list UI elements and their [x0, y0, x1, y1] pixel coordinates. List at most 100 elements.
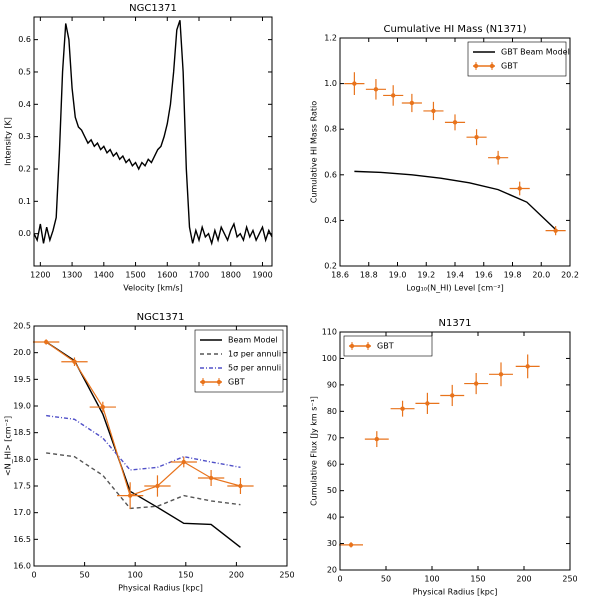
- data-point: [450, 393, 455, 398]
- y-tick-label: 110: [322, 328, 337, 337]
- x-tick-label: 19.6: [475, 271, 493, 280]
- legend-label: Beam Model: [228, 336, 278, 345]
- y-tick-label: 0.4: [324, 216, 337, 225]
- x-tick-label: 18.6: [331, 271, 349, 280]
- data-line: [45, 341, 241, 497]
- y-tick-label: 60: [327, 460, 337, 469]
- legend-label: GBT: [501, 62, 518, 71]
- data-point: [431, 108, 436, 114]
- y-tick-label: 80: [327, 407, 337, 416]
- y-tick-label: 40: [327, 513, 337, 522]
- legend-label: 5σ per annuli: [228, 364, 281, 373]
- x-tick-label: 1700: [189, 271, 209, 280]
- legend-box: [467, 41, 567, 77]
- data-point: [43, 339, 49, 345]
- y-tick-label: 17.5: [13, 482, 31, 491]
- data-point: [517, 186, 522, 191]
- x-tick-label: 0: [337, 575, 342, 584]
- y-tick-label: 0.6: [18, 35, 31, 44]
- y-tick-label: 0.6: [324, 170, 337, 179]
- y-tick-label: 16.0: [13, 562, 31, 571]
- x-tick-label: 200: [516, 575, 531, 584]
- data-point: [400, 406, 405, 411]
- data-point: [425, 401, 430, 406]
- legend-label: GBT Beam Model: [501, 48, 570, 57]
- y-tick-label: 19.5: [13, 375, 31, 384]
- y-axis-label: <N_HI> [cm⁻²]: [4, 416, 13, 476]
- plot-frame: [33, 325, 288, 567]
- y-tick-label: 20.5: [13, 322, 31, 331]
- y-tick-label: 0.1: [18, 197, 31, 206]
- legend-label: 1σ per annuli: [228, 350, 281, 359]
- x-tick-label: 18.8: [360, 271, 378, 280]
- y-tick-label: 18.0: [13, 455, 31, 464]
- x-tick-label: 1200: [30, 271, 50, 280]
- x-tick-label: 200: [229, 571, 244, 580]
- y-tick-label: 0.2: [324, 262, 337, 271]
- data-point: [374, 436, 379, 442]
- y-tick-label: 1.0: [324, 79, 337, 88]
- x-tick-label: 19.4: [446, 271, 464, 280]
- x-axis-label: Physical Radius [kpc]: [413, 588, 498, 597]
- y-tick-label: 0.0: [18, 229, 31, 238]
- data-line: [46, 414, 241, 471]
- x-tick-label: 100: [128, 571, 143, 580]
- x-tick-label: 250: [562, 575, 577, 584]
- plot-frame: [339, 37, 571, 267]
- x-tick-label: 20.2: [561, 271, 579, 280]
- y-tick-label: 30: [327, 539, 337, 548]
- data-point: [208, 475, 214, 481]
- x-tick-label: 100: [424, 575, 439, 584]
- y-tick-label: 0.2: [18, 164, 31, 173]
- data-point: [452, 120, 458, 125]
- y-tick-label: 20.0: [13, 348, 31, 357]
- y-tick-label: 100: [322, 354, 337, 363]
- x-tick-label: 150: [178, 571, 193, 580]
- data-point: [127, 493, 133, 498]
- y-tick-label: 0.5: [18, 67, 31, 76]
- x-tick-label: 150: [470, 575, 485, 584]
- data-point: [409, 100, 415, 106]
- legend-label: GBT: [377, 342, 394, 351]
- y-tick-label: 16.5: [13, 535, 31, 544]
- data-point: [525, 364, 530, 369]
- plot-frame: [33, 16, 273, 267]
- y-tick-label: 0.4: [18, 100, 31, 109]
- data-point: [474, 134, 479, 140]
- data-line: [354, 170, 557, 231]
- y-tick-label: 0.8: [324, 125, 337, 134]
- y-tick-label: 17.0: [13, 508, 31, 517]
- x-axis-label: Velocity [km/s]: [123, 284, 182, 293]
- data-point: [473, 381, 479, 386]
- y-tick-label: 20: [327, 566, 337, 575]
- x-tick-label: 1300: [62, 271, 82, 280]
- x-tick-label: 1900: [252, 271, 272, 280]
- data-point: [553, 228, 558, 233]
- y-tick-label: 90: [327, 380, 337, 389]
- chart-title: Cumulative HI Mass (N1371): [384, 24, 527, 35]
- y-tick-label: 70: [327, 433, 337, 442]
- x-tick-label: 250: [279, 571, 294, 580]
- chart-title: NGC1371: [137, 312, 185, 323]
- x-tick-label: 50: [80, 571, 90, 580]
- x-tick-label: 19.2: [417, 271, 435, 280]
- data-point: [498, 372, 504, 377]
- y-tick-label: 18.5: [13, 428, 31, 437]
- data-point: [72, 359, 77, 364]
- data-point: [495, 155, 501, 160]
- data-point: [348, 542, 354, 548]
- x-tick-label: 1800: [221, 271, 241, 280]
- y-axis-label: Intensity [K]: [4, 117, 13, 166]
- data-point: [390, 93, 396, 98]
- y-tick-label: 50: [327, 486, 337, 495]
- legend-box: [343, 335, 433, 357]
- data-line: [46, 452, 241, 510]
- x-tick-label: 1500: [125, 271, 145, 280]
- x-tick-label: 0: [31, 571, 36, 580]
- data-point: [155, 483, 160, 489]
- y-tick-label: 0.3: [18, 132, 31, 141]
- data-point: [181, 459, 186, 465]
- chart-title: N1371: [439, 318, 472, 329]
- data-point: [100, 404, 106, 410]
